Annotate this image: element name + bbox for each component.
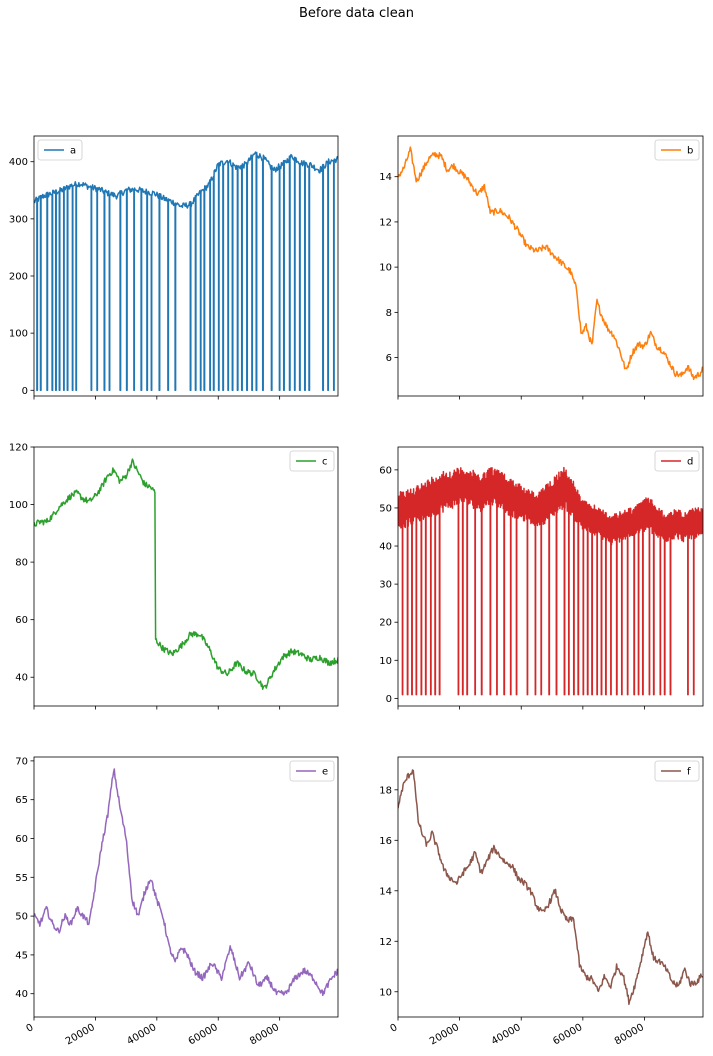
series-d-line — [398, 466, 703, 696]
y-tick-label: 30 — [379, 580, 392, 591]
series-c-line — [34, 458, 338, 690]
legend-label: f — [687, 767, 691, 778]
y-tick-label: 10 — [379, 987, 392, 998]
y-tick-label: 200 — [9, 272, 28, 283]
y-tick-label: 65 — [15, 795, 28, 806]
series-d-group — [398, 466, 703, 696]
y-tick-label: 60 — [379, 465, 392, 476]
y-tick-label: 120 — [9, 443, 28, 454]
axes-frame — [397, 446, 704, 707]
y-tick-label: 14 — [379, 886, 392, 897]
y-tick-label: 40 — [15, 989, 28, 1000]
legend: b — [654, 139, 700, 161]
subplot-b: 6 8 10 12 14 b — [379, 135, 704, 400]
y-tick-label: 70 — [15, 756, 28, 767]
y-tick-label: 12 — [379, 937, 392, 948]
axes-frame — [397, 135, 704, 397]
y-tick-label: 18 — [379, 785, 392, 796]
legend: e — [289, 760, 335, 782]
y-tick-label: 100 — [9, 329, 28, 340]
axes-frame — [397, 756, 704, 1018]
legend: a — [37, 139, 83, 161]
y-tick-label: 16 — [379, 836, 392, 847]
y-tick-label: 300 — [9, 214, 28, 225]
x-tick-label: 80000 — [248, 1022, 281, 1047]
y-tick-label: 40 — [15, 673, 28, 684]
y-tick-label: 50 — [379, 503, 392, 514]
y-tick-label: 45 — [15, 950, 28, 961]
legend: d — [654, 450, 700, 472]
y-tick-label: 12 — [379, 217, 392, 228]
x-tick-label: 80000 — [613, 1022, 646, 1047]
x-tick-label: 60000 — [187, 1022, 220, 1047]
y-tick-label: 400 — [9, 157, 28, 168]
x-tick-label: 40000 — [125, 1022, 158, 1047]
y-tick-label: 20 — [379, 618, 392, 629]
subplot-a: 0 100 200 300 400 a — [9, 135, 339, 400]
series-b-group — [398, 146, 703, 381]
x-tick-label: 40000 — [490, 1022, 523, 1047]
legend: c — [289, 450, 335, 472]
y-tick-label: 60 — [15, 834, 28, 845]
y-tick-label: 10 — [379, 656, 392, 667]
subplot-e: 40 45 50 55 60 65 70 0 20000 40000 60000 80000 e — [15, 756, 339, 1048]
y-tick-label: 0 — [22, 386, 28, 397]
legend-label: e — [322, 767, 328, 778]
legend-label: d — [687, 457, 693, 468]
legend-label: b — [687, 146, 693, 157]
y-tick-label: 14 — [379, 172, 392, 183]
subplot-c: 40 60 80 100 120 c — [9, 443, 339, 710]
legend: f — [654, 760, 700, 782]
x-tick-label: 20000 — [64, 1022, 97, 1047]
x-tick-label: 0 — [388, 1022, 399, 1035]
x-tick-label: 60000 — [551, 1022, 584, 1047]
y-tick-label: 100 — [9, 500, 28, 511]
series-f-line — [398, 769, 703, 1006]
y-tick-label: 55 — [15, 873, 28, 884]
x-tick-label: 20000 — [428, 1022, 461, 1047]
x-tick-label: 0 — [24, 1022, 35, 1035]
figure-suptitle: Before data clean — [299, 6, 414, 21]
subplot-grid: 0100200300400a68101214b406080100120c0102… — [9, 135, 704, 1048]
y-tick-label: 50 — [15, 912, 28, 923]
series-e-line — [34, 768, 338, 997]
y-tick-label: 6 — [386, 353, 392, 364]
series-f-group — [398, 769, 703, 1006]
axes-frame — [33, 756, 339, 1018]
y-tick-label: 8 — [386, 308, 392, 319]
axes-frame — [33, 135, 339, 397]
series-e-group — [34, 768, 338, 997]
series-b-line — [398, 146, 703, 381]
legend-label: a — [70, 146, 76, 157]
y-tick-label: 80 — [15, 558, 28, 569]
axes-frame — [33, 446, 339, 707]
y-tick-label: 60 — [15, 615, 28, 626]
series-a-group — [34, 151, 338, 392]
subplot-d: 0 10 20 30 40 50 60 d — [379, 446, 704, 710]
series-a-line — [34, 151, 338, 392]
series-c-group — [34, 458, 338, 690]
y-tick-label: 0 — [386, 694, 392, 705]
y-tick-label: 10 — [379, 263, 392, 274]
subplot-f: 10 12 14 16 18 0 20000 40000 60000 80000 f — [379, 756, 704, 1048]
legend-label: c — [322, 457, 328, 468]
y-tick-label: 40 — [379, 542, 392, 553]
